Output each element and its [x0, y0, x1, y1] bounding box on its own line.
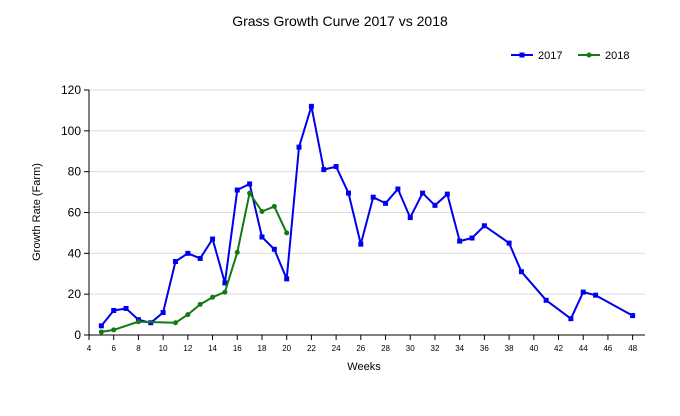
y-tick-label: 100	[61, 124, 81, 138]
data-point-2017	[321, 167, 327, 173]
legend: 2017 2018	[511, 50, 629, 62]
x-tick-label: 44	[579, 344, 588, 353]
x-tick-label: 18	[258, 344, 267, 353]
data-point-2017	[296, 144, 302, 150]
x-tick-label: 42	[554, 344, 563, 353]
x-tick-label: 26	[356, 344, 365, 353]
data-point-2018	[98, 329, 104, 335]
data-point-2017	[271, 246, 277, 252]
data-point-2017	[383, 200, 389, 206]
data-point-2017	[593, 292, 599, 298]
data-point-2017	[568, 316, 574, 322]
x-tick-label: 8	[136, 344, 141, 353]
y-tick-label: 80	[68, 165, 82, 179]
data-point-2017	[111, 308, 117, 313]
data-point-2017	[358, 241, 364, 247]
x-tick-label: 16	[233, 344, 242, 353]
y-tick-label: 60	[68, 206, 82, 220]
x-tick-label: 48	[628, 344, 637, 353]
x-tick-label: 32	[431, 344, 440, 353]
data-point-2018	[135, 319, 141, 325]
data-point-2017	[630, 313, 636, 319]
data-point-2017	[234, 187, 240, 193]
data-point-2017	[395, 186, 401, 192]
x-tick-label: 46	[603, 344, 612, 353]
x-tick-label: 4	[87, 344, 92, 353]
data-point-2017	[172, 259, 178, 264]
x-tick-label: 14	[208, 344, 217, 353]
x-tick-label: 38	[505, 344, 514, 353]
data-point-2018	[259, 208, 265, 214]
data-point-2017	[345, 190, 351, 196]
y-tick-label: 0	[74, 328, 81, 342]
chart-title: Grass Growth Curve 2017 vs 2018	[232, 13, 448, 29]
data-point-2018	[234, 249, 240, 255]
data-point-2018	[247, 190, 253, 196]
data-point-2017	[197, 255, 203, 261]
data-point-2017	[370, 194, 376, 200]
y-tick-label: 120	[61, 83, 81, 97]
data-point-2017	[308, 103, 314, 109]
x-tick-label: 40	[529, 344, 538, 353]
y-tick-label: 20	[68, 287, 82, 301]
x-tick-label: 22	[307, 344, 316, 353]
data-point-2018	[210, 294, 216, 300]
x-tick-label: 30	[406, 344, 415, 353]
data-point-2017	[444, 191, 450, 197]
x-tick-label: 12	[183, 344, 192, 353]
data-point-2017	[123, 305, 129, 311]
data-point-2018	[197, 301, 203, 307]
series-line-2017	[100, 105, 634, 327]
y-axis-label: Growth Rate (Farm)	[31, 163, 43, 261]
series-2018	[98, 190, 290, 335]
data-point-2018	[284, 230, 290, 236]
data-point-2018	[185, 312, 191, 318]
x-tick-label: 36	[480, 344, 489, 353]
data-point-2017	[580, 289, 586, 295]
data-point-2017	[481, 223, 487, 229]
data-point-2018	[172, 320, 178, 326]
data-point-2017	[185, 250, 191, 256]
data-point-2017	[407, 215, 413, 221]
x-tick-label: 10	[159, 344, 168, 353]
x-tick-label: 34	[455, 344, 464, 353]
data-point-2017	[333, 164, 339, 170]
legend-item-2017: 2017	[511, 50, 562, 62]
data-point-2017	[259, 234, 265, 240]
data-point-2017	[469, 235, 475, 241]
data-point-2017	[210, 236, 216, 242]
x-axis-label: Weeks	[347, 361, 381, 373]
data-point-2017	[543, 297, 549, 303]
data-point-2017	[284, 276, 290, 282]
series-2017	[98, 103, 636, 329]
y-tick-label: 40	[68, 246, 82, 260]
x-tick-label: 6	[111, 344, 116, 353]
x-tick-label: 24	[332, 344, 341, 353]
x-tick-label: 28	[381, 344, 390, 353]
data-point-2018	[222, 289, 228, 295]
data-point-2017	[457, 238, 463, 244]
data-point-2017	[98, 323, 104, 329]
series	[98, 103, 636, 335]
legend-marker-2017	[519, 52, 525, 58]
data-point-2017	[506, 240, 512, 246]
legend-label-2017: 2017	[538, 50, 562, 62]
legend-label-2018: 2018	[605, 50, 629, 62]
grid	[89, 89, 645, 295]
legend-item-2018: 2018	[578, 50, 629, 62]
data-point-2018	[271, 203, 277, 209]
data-point-2017	[432, 202, 438, 208]
data-point-2017	[420, 190, 426, 196]
x-tick-label: 20	[282, 344, 291, 353]
data-point-2017	[247, 181, 253, 187]
legend-marker-2018	[586, 52, 592, 58]
data-point-2018	[111, 327, 117, 333]
data-point-2017	[160, 310, 166, 316]
data-point-2017	[222, 280, 228, 286]
data-point-2017	[518, 269, 524, 275]
